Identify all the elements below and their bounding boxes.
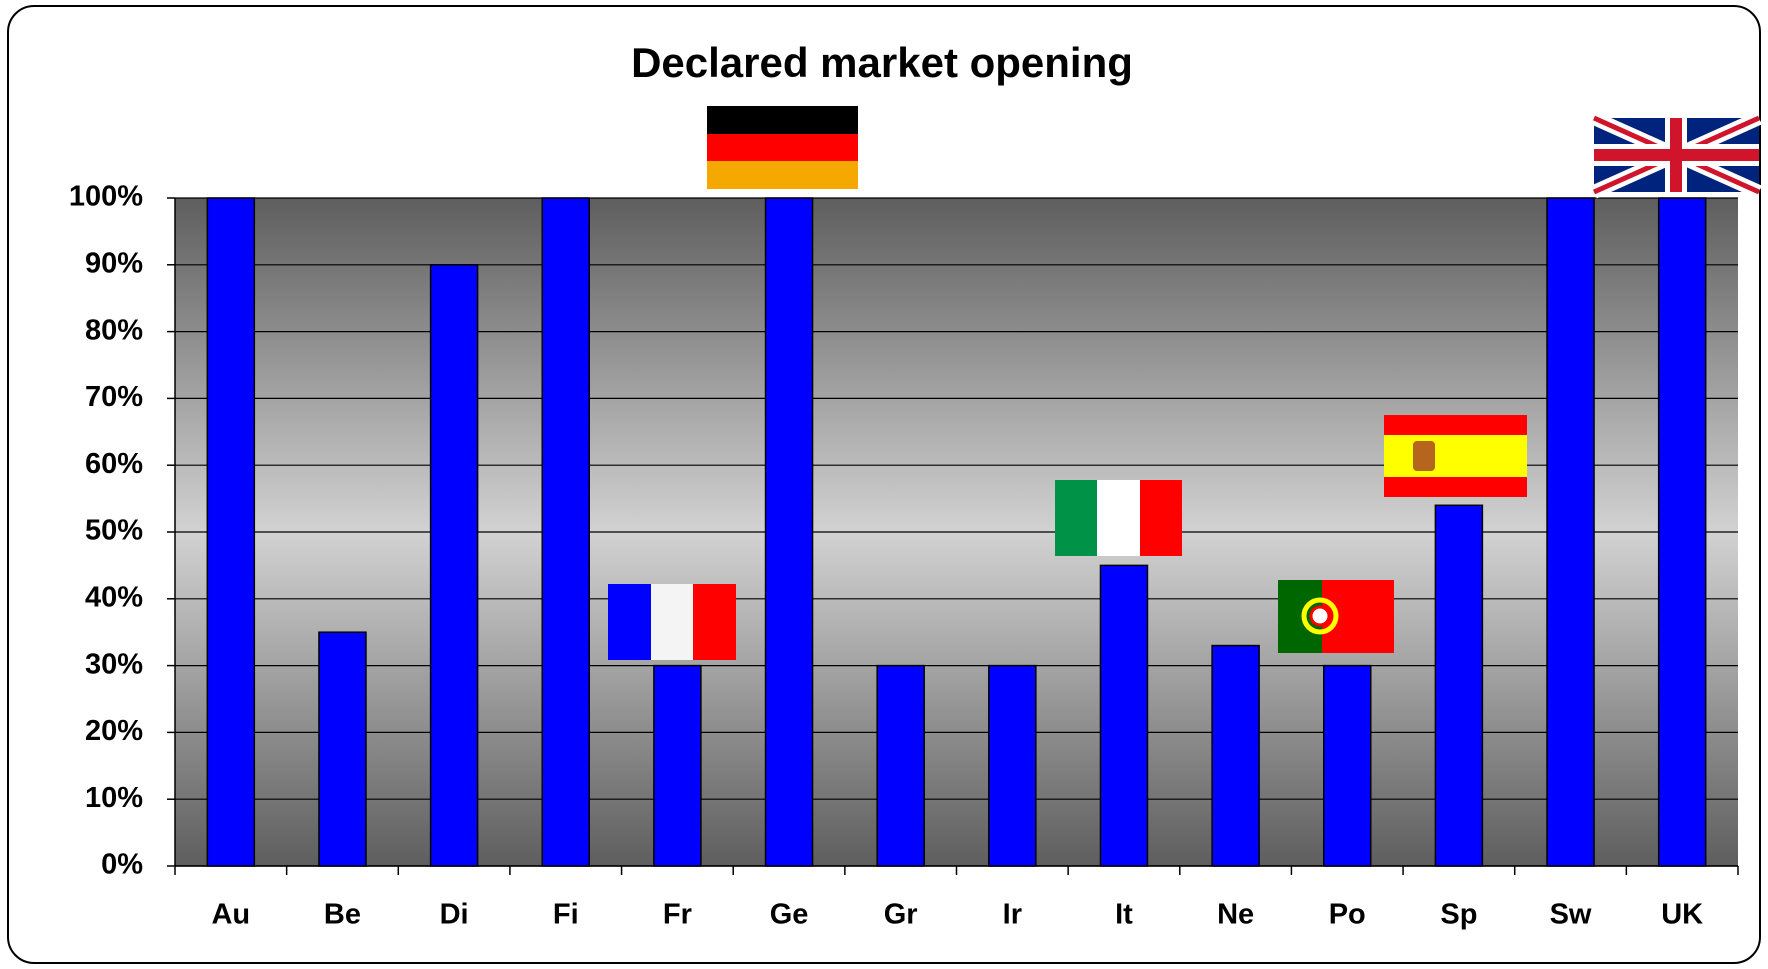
flag-italy [1055, 480, 1182, 556]
bar [1546, 197, 1595, 867]
x-tick-label: It [1115, 899, 1133, 931]
x-tick-label: Ne [1217, 899, 1254, 931]
bar [206, 197, 256, 867]
bar [1099, 564, 1149, 867]
x-tick-label: Ir [1003, 899, 1022, 931]
bar [876, 664, 925, 867]
bar [429, 264, 479, 867]
y-tick-label: 60% [85, 448, 143, 480]
flag-uk [1591, 111, 1762, 199]
flag-spain [1384, 415, 1527, 497]
bar [1323, 664, 1372, 867]
y-tick-label: 70% [85, 381, 143, 413]
bar [1657, 197, 1707, 867]
y-tick-label: 40% [85, 581, 143, 613]
x-tick-label: Gr [884, 899, 918, 931]
bar [764, 197, 814, 867]
bar [1434, 504, 1484, 867]
y-tick-label: 0% [101, 849, 143, 881]
x-tick-label: UK [1661, 899, 1703, 931]
x-tick-label: Ge [770, 899, 809, 931]
y-tick-label: 10% [85, 782, 143, 814]
bar [1211, 644, 1260, 867]
flag-france [608, 584, 736, 660]
bar [318, 631, 367, 867]
y-tick-label: 90% [85, 247, 143, 279]
bar [988, 664, 1037, 867]
x-tick-label: Au [211, 899, 250, 931]
y-tick-label: 50% [85, 515, 143, 547]
x-tick-label: Fr [663, 899, 692, 931]
y-tick-label: 20% [85, 715, 143, 747]
x-tick-label: Fi [553, 899, 579, 931]
x-tick-label: Be [324, 899, 361, 931]
flag-germany [707, 106, 858, 189]
x-tick-label: Sw [1550, 899, 1592, 931]
chart-title: Declared market opening [631, 39, 1133, 86]
bar [653, 664, 702, 867]
x-tick-label: Di [440, 899, 469, 931]
flag-portugal [1278, 580, 1394, 653]
y-tick-label: 30% [85, 648, 143, 680]
bar [541, 197, 590, 867]
y-tick-label: 100% [69, 181, 143, 213]
y-tick-label: 80% [85, 314, 143, 346]
x-tick-label: Sp [1440, 899, 1477, 931]
x-tick-label: Po [1329, 899, 1366, 931]
